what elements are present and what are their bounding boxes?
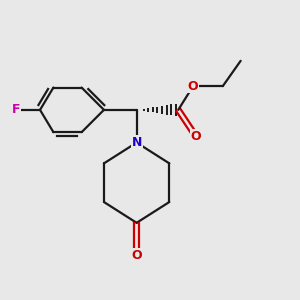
Text: O: O [188, 80, 198, 93]
Text: O: O [131, 249, 142, 262]
Text: N: N [131, 136, 142, 149]
Text: F: F [11, 103, 20, 116]
Text: O: O [191, 130, 201, 143]
